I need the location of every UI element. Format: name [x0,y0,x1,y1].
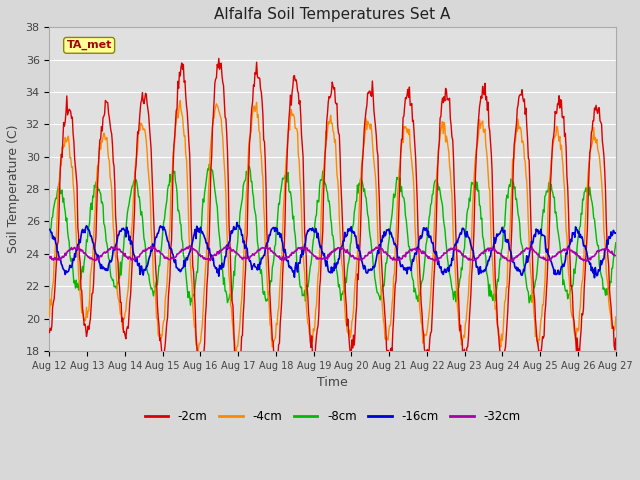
Legend: -2cm, -4cm, -8cm, -16cm, -32cm: -2cm, -4cm, -8cm, -16cm, -32cm [140,405,525,428]
Text: TA_met: TA_met [67,40,112,50]
X-axis label: Time: Time [317,376,348,389]
Title: Alfalfa Soil Temperatures Set A: Alfalfa Soil Temperatures Set A [214,7,451,22]
Y-axis label: Soil Temperature (C): Soil Temperature (C) [7,125,20,253]
